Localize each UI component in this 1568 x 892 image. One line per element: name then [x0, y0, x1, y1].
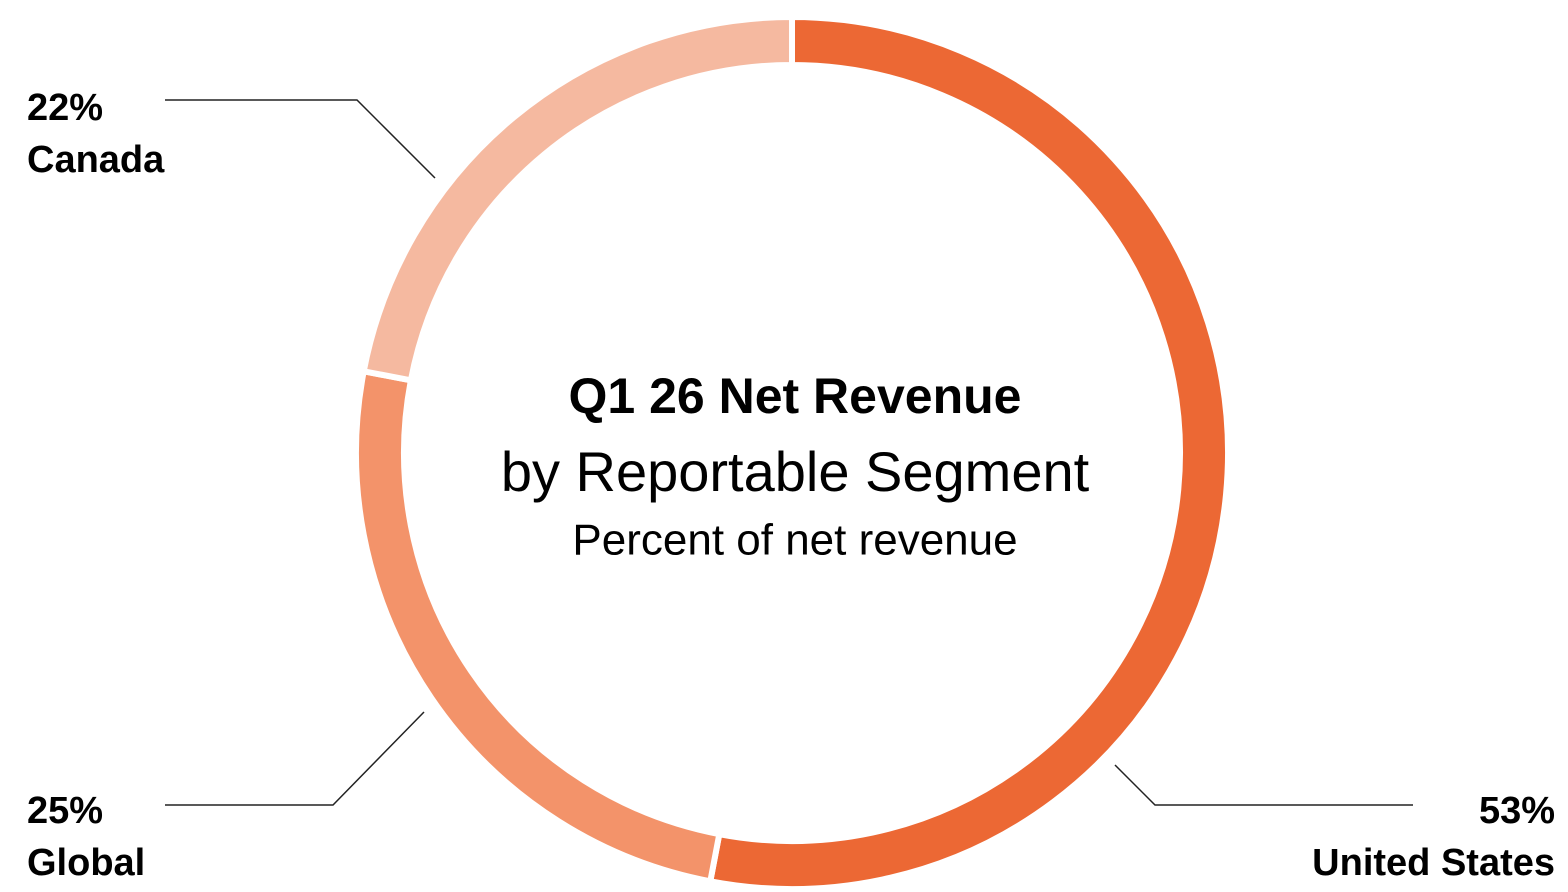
chart-subtitle: by Reportable Segment	[501, 440, 1090, 503]
chart-title: Q1 26 Net Revenue	[569, 368, 1022, 424]
donut-slice	[360, 13, 795, 384]
leader-line	[1114, 764, 1413, 806]
value-label: 53%	[1479, 790, 1555, 832]
category-label: Global	[27, 842, 145, 884]
category-label: United States	[1312, 842, 1555, 884]
leader-line	[165, 711, 425, 806]
category-label: Canada	[27, 139, 165, 181]
chart-caption: Percent of net revenue	[572, 516, 1017, 565]
value-label: 25%	[27, 790, 103, 832]
value-label: 22%	[27, 87, 103, 129]
leader-line	[165, 99, 436, 179]
donut-slice	[706, 13, 1231, 892]
